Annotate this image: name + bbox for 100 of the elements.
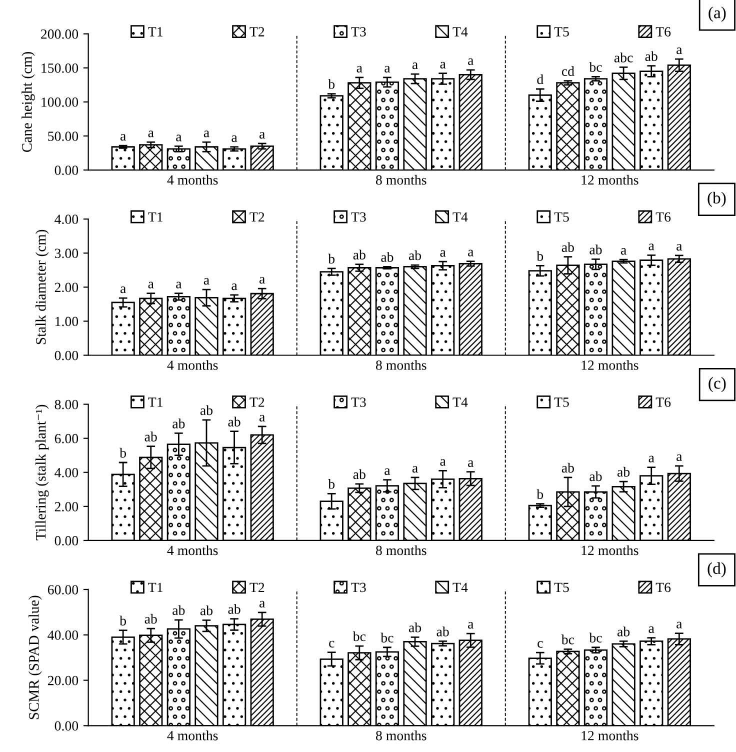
x-tick-label: 8 months bbox=[376, 174, 426, 185]
y-tick-label: 20.00 bbox=[48, 676, 78, 686]
data-label: ab bbox=[562, 462, 574, 473]
data-label: ab bbox=[200, 605, 213, 616]
data-label: a bbox=[176, 282, 182, 288]
y-tick-label: 0.00 bbox=[54, 536, 78, 546]
x-tick-label: 12 months bbox=[582, 545, 638, 556]
x-tick-label: 4 months bbox=[167, 730, 218, 740]
data-label: ab bbox=[228, 604, 240, 614]
data-label: a bbox=[676, 244, 682, 251]
data-label: a bbox=[648, 244, 654, 250]
data-label: a bbox=[648, 456, 654, 462]
data-label: bc bbox=[589, 632, 602, 643]
y-tick-label: 200.00 bbox=[41, 29, 78, 39]
x-tick-label: 4 months bbox=[167, 174, 218, 185]
data-label: a bbox=[676, 622, 682, 628]
y-tick-label: 0.00 bbox=[54, 166, 78, 176]
x-tick-label: 8 months bbox=[376, 730, 426, 740]
data-label: ab bbox=[144, 432, 157, 442]
y-axis-title: Cane height (cm) bbox=[22, 52, 35, 152]
legend-label: T5 bbox=[554, 398, 569, 407]
legend-label: T1 bbox=[148, 398, 162, 407]
legend-label: T3 bbox=[351, 398, 366, 407]
data-label: ab bbox=[436, 626, 449, 636]
data-label: a bbox=[468, 460, 474, 467]
legend-label: T1 bbox=[148, 27, 162, 36]
data-label: bc bbox=[380, 632, 394, 643]
data-label: ab bbox=[617, 626, 630, 636]
data-label: ab bbox=[408, 250, 422, 260]
legend-label: T5 bbox=[554, 27, 569, 36]
data-label: ab bbox=[200, 405, 213, 416]
data-label: a bbox=[204, 278, 210, 285]
data-label: ab bbox=[172, 418, 185, 428]
legend-label: T6 bbox=[656, 27, 671, 36]
data-label: a bbox=[356, 66, 362, 73]
legend-label: T3 bbox=[351, 27, 366, 36]
legend-label: T6 bbox=[656, 398, 671, 407]
legend-label: T5 bbox=[554, 212, 569, 222]
y-tick-label: 1.00 bbox=[56, 316, 78, 326]
data-label: a bbox=[468, 622, 474, 629]
x-tick-label: 4 months bbox=[167, 545, 218, 556]
data-label: a bbox=[468, 58, 474, 66]
data-label: a bbox=[648, 626, 654, 633]
data-label: a bbox=[440, 62, 446, 68]
data-label: c bbox=[329, 640, 334, 648]
y-tick-label: 150.00 bbox=[42, 63, 78, 73]
legend-label: T1 bbox=[148, 212, 162, 222]
legend-label: T4 bbox=[452, 27, 468, 36]
y-tick-label: 4.00 bbox=[54, 214, 78, 224]
data-label: a bbox=[468, 250, 474, 256]
y-tick-label: 0.00 bbox=[54, 350, 78, 360]
data-label: a bbox=[176, 134, 182, 142]
data-label: d bbox=[537, 74, 544, 84]
x-tick-label: 4 months bbox=[167, 360, 218, 370]
y-tick-label: 6.00 bbox=[54, 434, 78, 444]
x-tick-label: 12 months bbox=[582, 360, 638, 370]
data-label: ab bbox=[408, 622, 422, 632]
data-label: a bbox=[440, 459, 446, 466]
data-label: ab bbox=[645, 51, 658, 61]
data-label: ab bbox=[353, 469, 366, 480]
y-tick-label: 8.00 bbox=[54, 400, 78, 410]
data-label: b bbox=[120, 448, 126, 458]
data-label: a bbox=[232, 283, 238, 290]
y-tick-label: 100.00 bbox=[42, 98, 78, 107]
legend-label: T6 bbox=[656, 582, 671, 592]
legend-label: T3 bbox=[351, 212, 366, 222]
data-label: a bbox=[384, 66, 390, 73]
legend-label: T4 bbox=[452, 212, 468, 222]
data-label: ab bbox=[590, 471, 602, 482]
data-label: b bbox=[328, 79, 335, 89]
data-label: a bbox=[412, 466, 418, 473]
legend-label: T1 bbox=[148, 582, 162, 592]
data-label: a bbox=[260, 600, 265, 608]
data-label: cd bbox=[562, 66, 574, 76]
chart-title: (b) bbox=[708, 192, 726, 207]
y-tick-label: 2.00 bbox=[54, 282, 78, 292]
data-label: a bbox=[676, 454, 682, 462]
data-label: a bbox=[232, 135, 238, 142]
data-label: b bbox=[328, 254, 335, 264]
data-label: a bbox=[412, 62, 418, 70]
legend-label: T2 bbox=[250, 582, 264, 592]
data-label: a bbox=[260, 132, 265, 139]
y-axis-title: SCMR (SPAD value) bbox=[28, 596, 42, 720]
data-label: bc bbox=[589, 62, 602, 72]
data-label: a bbox=[120, 134, 126, 141]
data-label: bc bbox=[561, 634, 574, 644]
data-label: b bbox=[536, 489, 544, 499]
legend-label: T2 bbox=[250, 27, 264, 36]
data-label: b bbox=[536, 251, 544, 261]
data-label: a bbox=[260, 276, 265, 284]
x-tick-label: 8 months bbox=[376, 545, 426, 556]
data-label: a bbox=[676, 48, 682, 54]
data-label: a bbox=[120, 286, 126, 294]
chart-title: (c) bbox=[708, 377, 726, 392]
data-label: ab bbox=[381, 252, 394, 262]
data-label: bc bbox=[352, 631, 366, 642]
legend-label: T3 bbox=[351, 582, 366, 592]
data-label: a bbox=[260, 414, 265, 422]
data-label: ab bbox=[353, 250, 366, 260]
y-axis-title: Tillering (stalk plant⁻¹) bbox=[35, 404, 49, 540]
